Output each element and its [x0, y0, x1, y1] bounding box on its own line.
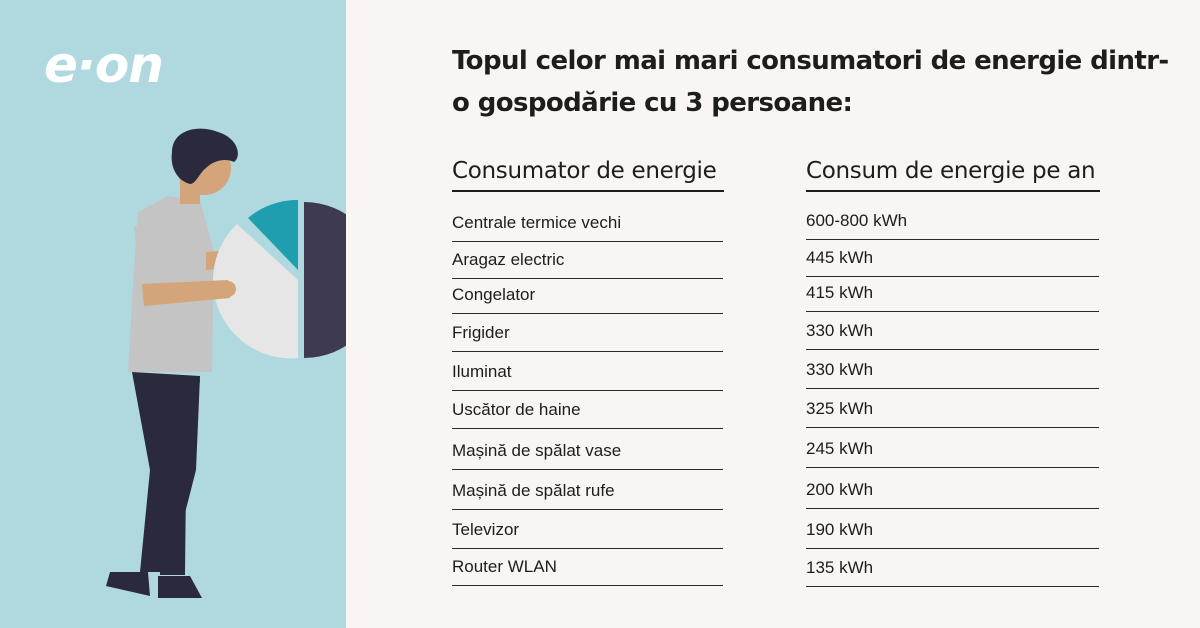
left-panel: e·on	[0, 0, 346, 628]
table-row-consumption: 245 kWh	[806, 430, 1099, 468]
table-row-consumer: Mașină de spălat vase	[452, 432, 723, 470]
table-row-consumer: Centrale termice vechi	[452, 204, 723, 242]
table-row-consumer: Frigider	[452, 314, 723, 352]
table-row-consumption: 330 kWh	[806, 312, 1099, 350]
table-row-consumer: Televizor	[452, 511, 723, 549]
table-row-consumption: 200 kWh	[806, 471, 1099, 509]
table-row-consumer: Iluminat	[452, 353, 723, 391]
column-header-consumption: Consum de energie pe an	[806, 158, 1100, 192]
table-row-consumer: Aragaz electric	[452, 241, 723, 279]
table-row-consumption: 415 kWh	[806, 274, 1099, 312]
table-row-consumer: Mașină de spălat rufe	[452, 472, 723, 510]
table-row-consumer: Uscător de haine	[452, 391, 723, 429]
table-row-consumer: Router WLAN	[452, 548, 723, 586]
column-header-consumer: Consumator de energie	[452, 158, 724, 192]
table-row-consumption: 190 kWh	[806, 511, 1099, 549]
table-row-consumption: 325 kWh	[806, 390, 1099, 428]
content-area: Topul celor mai mari consumatori de ener…	[452, 40, 1172, 124]
table-row-consumption: 600-800 kWh	[806, 202, 1099, 240]
table-row-consumption: 135 kWh	[806, 549, 1099, 587]
person-holding-pie-chart-icon	[106, 128, 346, 598]
table-row-consumption: 330 kWh	[806, 351, 1099, 389]
table-row-consumer: Congelator	[452, 276, 723, 314]
eon-logo: e·on	[44, 36, 164, 94]
page-title: Topul celor mai mari consumatori de ener…	[452, 46, 1169, 118]
table-row-consumption: 445 kWh	[806, 239, 1099, 277]
